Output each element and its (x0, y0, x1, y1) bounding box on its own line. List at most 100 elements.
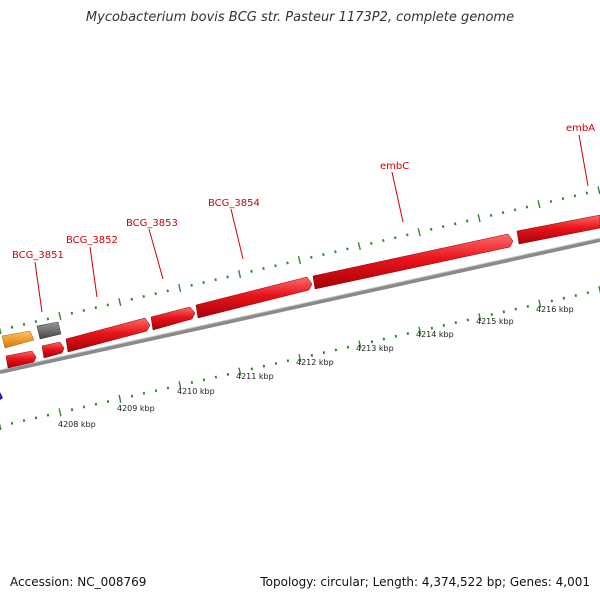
major-tick (58, 311, 62, 321)
minor-tick (274, 361, 278, 365)
minor-tick (453, 222, 457, 226)
major-tick (178, 284, 182, 293)
minor-tick (46, 413, 50, 417)
minor-tick (190, 283, 193, 287)
minor-tick (322, 253, 325, 257)
minor-tick (550, 299, 554, 303)
minor-tick (334, 348, 338, 352)
minor-tick (441, 225, 445, 229)
major-tick (178, 381, 182, 390)
minor-tick (226, 372, 230, 376)
minor-tick (466, 318, 470, 322)
minor-tick (202, 378, 206, 382)
minor-tick (82, 309, 86, 312)
minor-tick (262, 266, 265, 271)
minor-tick (130, 297, 134, 301)
major-tick (0, 326, 2, 335)
minor-tick (454, 321, 458, 325)
gene-label-emba: embA (566, 123, 595, 134)
minor-tick (502, 310, 506, 314)
minor-tick (202, 280, 205, 285)
minor-tick (166, 386, 170, 390)
major-tick (58, 408, 62, 417)
minor-tick (142, 294, 145, 298)
minor-tick (10, 325, 14, 329)
major-tick (538, 299, 542, 308)
accession-label: Accession: NC_008769 (10, 575, 147, 589)
minor-tick (70, 311, 74, 315)
minor-tick (465, 219, 469, 223)
genome-title: Mycobacterium bovis BCG str. Pasteur 117… (85, 10, 515, 25)
minor-tick (286, 359, 290, 363)
scale-label: 4214 kbp (416, 330, 454, 339)
gene-arrow-bcg-3853[interactable] (150, 306, 196, 331)
minor-tick (154, 389, 158, 393)
minor-tick (166, 289, 169, 293)
label-leaders (34, 134, 589, 313)
minor-tick (190, 380, 194, 385)
gene-label-bcg-3852: BCG_3852 (66, 235, 118, 246)
gene-arrow-bcg-3854[interactable] (195, 276, 313, 319)
minor-tick (322, 351, 326, 355)
minor-tick (10, 421, 14, 425)
minor-tick (286, 261, 289, 265)
minor-tick (382, 239, 385, 243)
scale-labels: 4208 kbp 4209 kbp 4210 kbp 4211 kbp 4212… (58, 305, 574, 429)
gene-arrow-gray[interactable] (36, 321, 62, 340)
scale-label: 4215 kbp (476, 317, 514, 326)
minor-tick (214, 278, 217, 282)
minor-tick (525, 205, 529, 209)
upper-tick-track (0, 186, 600, 335)
gene-labels: BCG_3851 BCG_3852 BCG_3853 BCG_3854 embC… (12, 123, 595, 261)
gene-arrow-red[interactable] (5, 350, 37, 369)
minor-tick (573, 194, 577, 198)
minor-tick (346, 247, 349, 251)
minor-tick (562, 296, 566, 300)
minor-tick (561, 197, 565, 201)
minor-tick (406, 332, 410, 335)
gene-label-embc: embC (380, 161, 409, 172)
minor-tick (574, 293, 578, 298)
minor-tick (22, 419, 26, 423)
major-tick (417, 228, 421, 237)
minor-tick (250, 269, 253, 273)
minor-tick (513, 208, 517, 212)
scale-label: 4211 kbp (236, 372, 274, 381)
scale-label: 4213 kbp (356, 344, 394, 353)
minor-tick (406, 233, 409, 237)
minor-tick (310, 353, 314, 357)
minor-tick (130, 394, 134, 398)
minor-tick (334, 250, 337, 254)
minor-tick (22, 322, 26, 326)
scale-label: 4216 kbp (536, 305, 574, 314)
minor-tick (514, 307, 518, 311)
minor-tick (490, 313, 494, 317)
major-tick (537, 200, 541, 209)
minor-tick (154, 292, 157, 296)
minor-tick (394, 236, 397, 240)
major-tick (298, 353, 302, 363)
minor-tick (34, 320, 38, 324)
major-tick (118, 298, 122, 307)
minor-tick (586, 291, 590, 295)
major-tick (477, 214, 481, 223)
minor-tick (106, 303, 110, 307)
gene-arrow-orange[interactable] (1, 330, 35, 349)
gene-features (1, 214, 600, 369)
scale-label: 4209 kbp (117, 404, 155, 413)
gene-arrow-emba[interactable] (516, 214, 600, 245)
minor-tick (394, 334, 398, 338)
minor-tick (370, 241, 373, 245)
gene-arrow-embc[interactable] (312, 233, 514, 290)
minor-tick (262, 364, 266, 368)
minor-tick (585, 191, 589, 195)
minor-tick (106, 400, 110, 403)
gene-arrow-bcg-3852[interactable] (65, 317, 151, 353)
minor-tick (46, 317, 50, 321)
minor-tick (346, 345, 350, 349)
minor-tick (370, 340, 374, 344)
major-tick (418, 326, 422, 335)
major-tick (238, 367, 242, 376)
gene-arrow-red[interactable] (41, 341, 65, 359)
